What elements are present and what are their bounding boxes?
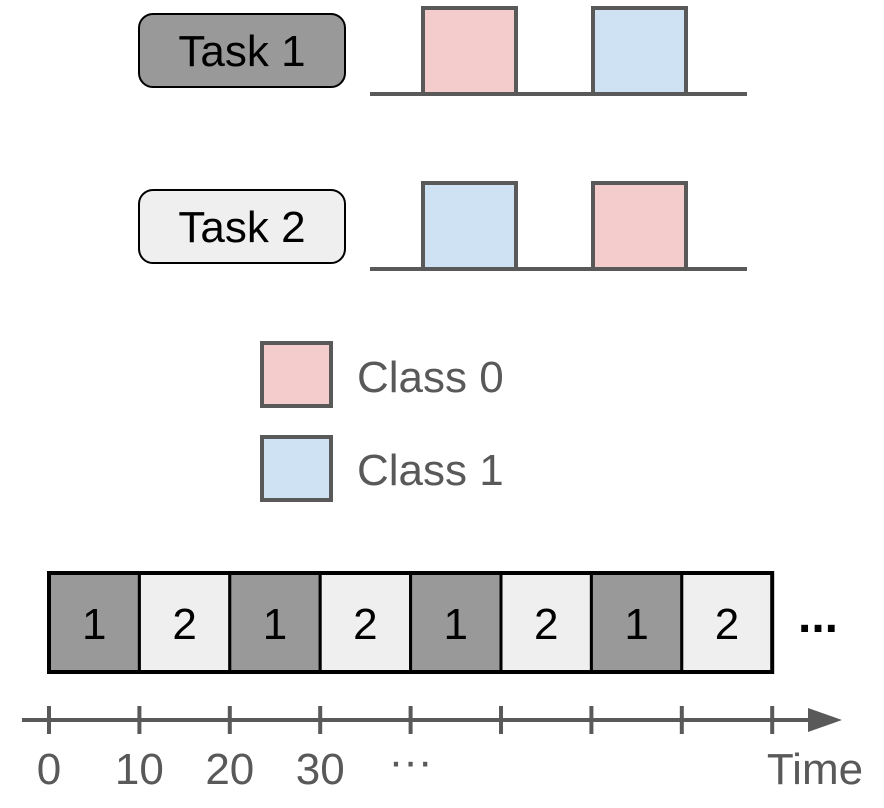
schedule-cell: [680, 571, 774, 674]
schedule-cell-label: 2: [534, 600, 558, 649]
task-2-block-2: [591, 181, 688, 271]
schedule-cell-label: 1: [263, 600, 287, 649]
schedule-cell-label: 2: [353, 600, 377, 649]
schedule-border: [47, 571, 775, 674]
time-axis-tick-label: 20: [205, 745, 254, 794]
legend-swatch-class-0: [260, 341, 333, 408]
legend: Class 0 Class 1: [260, 341, 504, 502]
task-1-block-1: [421, 6, 518, 96]
schedule-cell-label: 1: [444, 600, 468, 649]
task-1-label-box: [138, 13, 346, 88]
schedule-cell-label: 1: [624, 600, 648, 649]
legend-label-class-1: Class 1: [357, 446, 504, 495]
time-axis-tick-labels: 0 10 20 30 ···: [37, 737, 433, 794]
time-axis-tick-label: ···: [389, 737, 433, 786]
task-1-block-2: [591, 6, 688, 96]
schedule-cell-label: 2: [715, 600, 739, 649]
time-axis-label: Time: [767, 745, 863, 794]
task-1-row: Task 1: [138, 6, 747, 96]
time-axis: [22, 706, 842, 734]
time-axis-arrowhead: [808, 708, 842, 732]
task-2-label: Task 2: [178, 203, 305, 252]
task-1-label: Task 1: [178, 27, 305, 76]
schedule-ellipsis: ...: [798, 590, 838, 643]
task-2-block-1: [421, 181, 518, 271]
legend-swatch-class-1: [260, 435, 333, 502]
legend-label-class-0: Class 0: [357, 353, 504, 402]
time-axis-tick-label: 0: [37, 745, 61, 794]
schedule-cell-label: 2: [172, 600, 196, 649]
time-axis-tick-label: 30: [296, 745, 345, 794]
schedule-cell-label: 1: [82, 600, 106, 649]
task-2-row: Task 2: [138, 181, 747, 271]
schedule-timeline: 1 2 1 2 1 2 1 2: [47, 571, 775, 674]
task-2-label-box: [138, 189, 346, 264]
time-axis-tick-label: 10: [115, 745, 164, 794]
